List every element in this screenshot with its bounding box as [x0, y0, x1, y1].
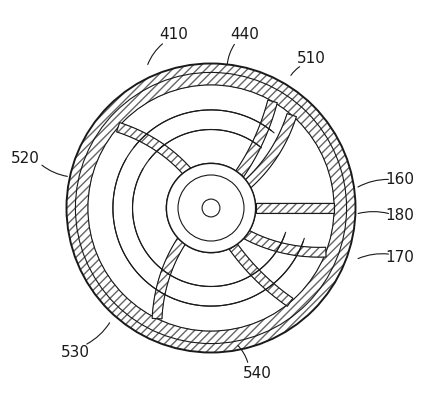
- Circle shape: [67, 64, 355, 352]
- Text: 160: 160: [386, 172, 414, 187]
- Text: 540: 540: [243, 366, 272, 381]
- Circle shape: [178, 175, 244, 241]
- Text: 440: 440: [230, 27, 260, 42]
- Circle shape: [166, 163, 256, 253]
- Wedge shape: [67, 64, 355, 352]
- Circle shape: [202, 199, 220, 217]
- Text: 520: 520: [11, 151, 40, 166]
- Text: 410: 410: [159, 27, 188, 42]
- Polygon shape: [256, 203, 334, 213]
- Text: 510: 510: [297, 51, 325, 66]
- Text: 530: 530: [61, 345, 90, 360]
- Polygon shape: [234, 225, 326, 257]
- Text: 180: 180: [386, 208, 414, 223]
- Polygon shape: [229, 244, 293, 306]
- Polygon shape: [236, 114, 296, 195]
- Text: 170: 170: [386, 250, 414, 265]
- Circle shape: [166, 163, 256, 253]
- Polygon shape: [235, 100, 277, 176]
- Circle shape: [178, 175, 244, 241]
- Polygon shape: [116, 123, 198, 183]
- Polygon shape: [152, 229, 192, 319]
- Circle shape: [202, 199, 220, 217]
